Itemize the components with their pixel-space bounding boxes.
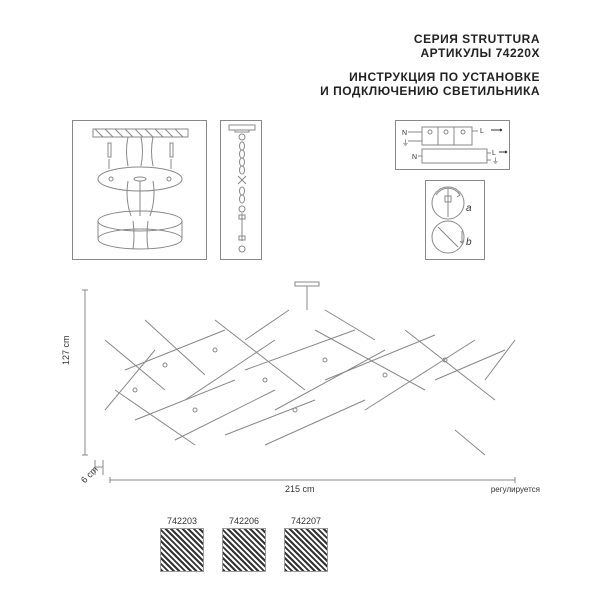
qr-code-icon xyxy=(160,528,204,572)
chandelier-drawing: 127 cm 6 cm 215 cm xyxy=(65,280,535,500)
chain-diagram xyxy=(220,120,262,260)
qr-code-icon xyxy=(222,528,266,572)
qr-code-row: 742203 742206 742207 xyxy=(160,516,328,572)
svg-text:⏚: ⏚ xyxy=(402,139,409,147)
adjustment-diagram: a b xyxy=(425,180,485,260)
svg-text:L: L xyxy=(480,128,484,135)
qr-item: 742203 xyxy=(160,516,204,572)
header-block: СЕРИЯ STRUTTURA АРТИКУЛЫ 74220X ИНСТРУКЦ… xyxy=(320,32,540,98)
wiring-diagram: N ⏚ L N L ⏚ xyxy=(395,120,510,170)
instruction-line2: И ПОДКЛЮЧЕНИЮ СВЕТИЛЬНИКА xyxy=(320,84,540,98)
qr-item: 742206 xyxy=(222,516,266,572)
qr-item: 742207 xyxy=(284,516,328,572)
width-label: 215 cm xyxy=(285,484,315,494)
qr-code-icon xyxy=(284,528,328,572)
svg-text:a: a xyxy=(466,203,472,214)
qr-label: 742207 xyxy=(284,516,328,526)
qr-label: 742203 xyxy=(160,516,204,526)
series-title: СЕРИЯ STRUTTURA xyxy=(320,32,540,46)
svg-text:N: N xyxy=(412,154,417,161)
svg-text:L: L xyxy=(492,150,496,157)
article-code: АРТИКУЛЫ 74220X xyxy=(320,46,540,60)
svg-text:N: N xyxy=(402,130,407,137)
instruction-line1: ИНСТРУКЦИЯ ПО УСТАНОВКЕ xyxy=(320,70,540,84)
height-label: 127 cm xyxy=(61,335,71,365)
svg-text:b: b xyxy=(466,237,472,248)
qr-label: 742206 xyxy=(222,516,266,526)
adjustable-label: регулируется xyxy=(491,485,540,494)
ceiling-mount-diagram xyxy=(72,120,207,260)
svg-text:⏚: ⏚ xyxy=(492,157,499,165)
